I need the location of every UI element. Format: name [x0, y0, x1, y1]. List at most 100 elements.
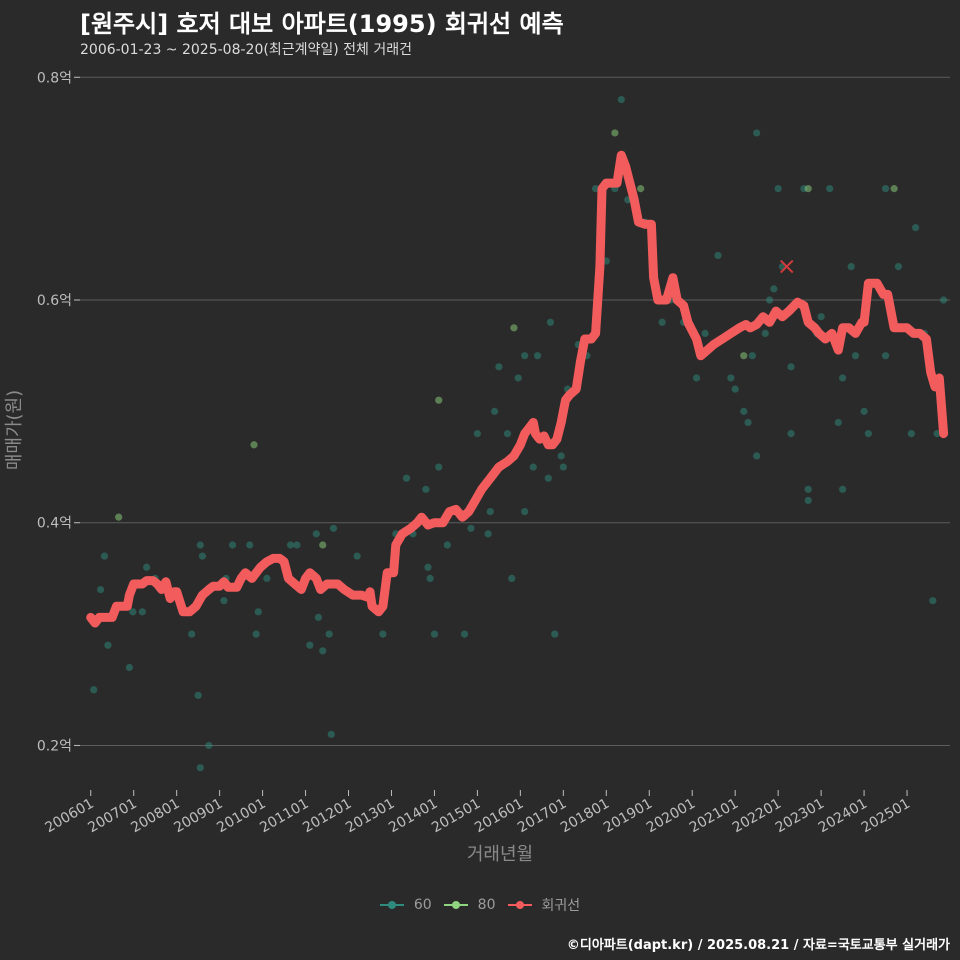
prediction-marker-stroke [780, 259, 794, 274]
x-tick-label: 202001 [644, 796, 698, 837]
chart-subtitle: 2006-01-23 ~ 2025-08-20(최근계약일) 전체 거래건 [80, 42, 412, 58]
data-point-60 [293, 541, 301, 549]
x-tick-label: 202501 [859, 796, 913, 837]
data-point-60 [484, 530, 492, 538]
data-point-60 [353, 552, 361, 560]
data-point-60 [196, 541, 204, 549]
data-point-60 [804, 496, 812, 505]
data-point-60 [939, 296, 948, 304]
data-point-80 [250, 441, 258, 449]
data-point-60 [426, 574, 434, 583]
data-point-60 [894, 262, 903, 271]
data-point-60 [714, 251, 722, 260]
data-point-60 [533, 352, 542, 360]
data-point-60 [658, 318, 666, 326]
x-axis-title: 거래년월 [467, 844, 533, 865]
data-point-60 [198, 552, 207, 560]
data-point-80 [804, 185, 812, 193]
data-point-60 [591, 185, 600, 193]
data-point-60 [744, 418, 752, 427]
data-point-60 [430, 630, 439, 638]
data-point-60 [731, 385, 739, 393]
data-point-60 [521, 352, 529, 360]
data-point-60 [246, 541, 254, 549]
chart-title: [원주시] 호저 대보 아파트(1995) 회귀선 예측 [80, 10, 564, 38]
data-point-60 [834, 418, 842, 427]
data-point-60 [306, 641, 314, 649]
x-tick-label: 202401 [816, 796, 870, 837]
data-point-60 [804, 485, 812, 493]
data-point-60 [727, 374, 735, 382]
data-point-60 [490, 407, 499, 415]
data-point-60 [142, 563, 151, 571]
data-point-60 [514, 374, 522, 382]
x-tick-label: 202201 [730, 796, 784, 837]
x-tick-label: 201801 [558, 796, 612, 837]
data-point-60 [196, 764, 204, 772]
data-point-60 [319, 647, 327, 655]
legend-label-80: 80 [477, 897, 496, 913]
data-point-60 [473, 430, 482, 438]
prediction-marker-layer [780, 259, 794, 274]
data-point-60 [435, 463, 443, 471]
y-axis-ticks: 0.2억 0.4억 0.6억 0.8억 [37, 70, 80, 754]
data-point-60 [864, 430, 872, 438]
data-point-60 [263, 574, 271, 583]
y-tick-label: 0.8억 [37, 70, 72, 86]
data-point-60 [881, 185, 890, 193]
legend-item-regression: 회귀선 [507, 895, 580, 915]
data-point-60 [422, 485, 430, 493]
data-point-60 [379, 630, 387, 638]
data-point-60 [740, 407, 748, 415]
data-point-60 [933, 430, 941, 438]
legend-label-60: 60 [413, 897, 432, 913]
data-point-60 [329, 524, 338, 532]
data-point-80 [435, 396, 443, 404]
data-point-60 [467, 524, 475, 532]
data-point-60 [826, 185, 834, 193]
x-tick-label: 202301 [773, 796, 827, 837]
x-tick-label: 200701 [85, 796, 139, 837]
legend-item-80: 80 [443, 897, 496, 913]
data-point-60 [929, 597, 937, 605]
data-point-60 [90, 686, 98, 694]
data-point-60 [838, 374, 847, 382]
legend-key-regression-icon [507, 898, 532, 912]
data-point-60 [851, 352, 860, 360]
data-point-60 [138, 608, 146, 616]
data-point-60 [860, 407, 868, 415]
data-point-60 [765, 296, 774, 304]
data-point-80 [740, 352, 748, 360]
x-tick-label: 200901 [171, 796, 225, 837]
data-point-60 [104, 641, 112, 649]
data-point-60 [228, 541, 237, 549]
x-tick-label: 201401 [386, 796, 440, 837]
y-tick-label: 0.4억 [37, 516, 72, 532]
x-tick-label: 201601 [472, 796, 526, 837]
y-tick-label: 0.6억 [37, 293, 72, 309]
data-point-60 [551, 630, 559, 638]
data-point-60 [486, 507, 494, 516]
x-tick-label: 201001 [214, 796, 268, 837]
data-point-80 [637, 185, 645, 193]
data-point-60 [97, 585, 105, 594]
regression-line-layer [86, 150, 949, 628]
data-point-60 [529, 463, 537, 471]
data-point-60 [194, 691, 202, 699]
data-point-60 [312, 530, 320, 538]
data-point-60 [314, 613, 323, 621]
y-tick-label: 0.2억 [37, 738, 72, 754]
data-point-60 [907, 430, 915, 438]
data-point-60 [286, 541, 295, 549]
x-tick-label: 202101 [687, 796, 741, 837]
x-tick-label: 200601 [42, 796, 96, 837]
data-point-60 [559, 463, 567, 471]
legend-item-60: 60 [379, 897, 432, 913]
data-point-60 [912, 224, 920, 232]
data-point-60 [508, 574, 516, 583]
data-point-60 [692, 374, 701, 382]
data-point-60 [503, 430, 512, 438]
data-point-60 [761, 329, 769, 338]
x-tick-label: 201301 [343, 796, 397, 837]
